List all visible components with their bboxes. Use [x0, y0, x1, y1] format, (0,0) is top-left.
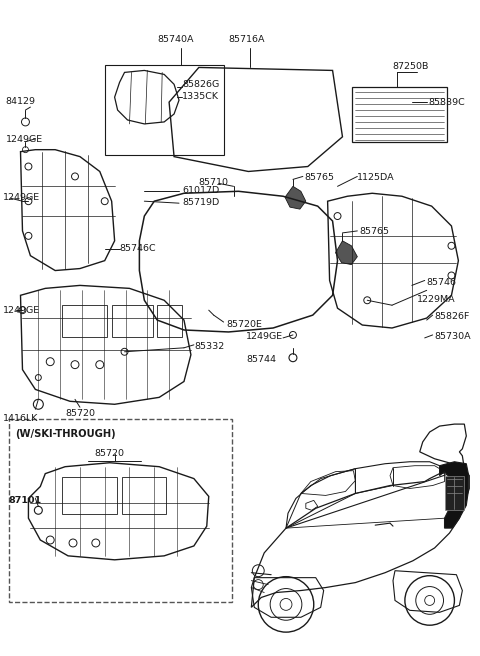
- Text: 1335CK: 1335CK: [182, 92, 219, 101]
- Bar: [121, 477, 166, 514]
- Text: 85746C: 85746C: [120, 244, 156, 253]
- Bar: [157, 305, 182, 337]
- Text: 85332: 85332: [194, 342, 224, 351]
- Text: 85719D: 85719D: [182, 198, 219, 207]
- Text: (W/SKI-THROUGH): (W/SKI-THROUGH): [15, 429, 116, 439]
- Text: 85720E: 85720E: [227, 320, 263, 329]
- Text: 85720: 85720: [95, 449, 125, 458]
- Bar: [105, 66, 224, 155]
- Text: 1249GE: 1249GE: [3, 306, 40, 315]
- Text: 85740A: 85740A: [157, 35, 194, 44]
- Text: 1249GE: 1249GE: [6, 135, 43, 144]
- Bar: [62, 477, 117, 514]
- Text: 87250B: 87250B: [392, 62, 428, 72]
- Text: 1249GE: 1249GE: [246, 332, 284, 341]
- Text: 85826F: 85826F: [434, 312, 470, 321]
- Polygon shape: [336, 241, 357, 264]
- Text: 85839C: 85839C: [429, 98, 466, 107]
- Text: 85826G: 85826G: [182, 80, 219, 89]
- Polygon shape: [440, 462, 468, 528]
- Bar: [62, 305, 107, 337]
- Text: 61017D: 61017D: [182, 186, 219, 195]
- Text: 1229MA: 1229MA: [417, 295, 456, 304]
- Bar: [352, 87, 446, 142]
- Bar: [444, 476, 464, 510]
- Text: 1416LK: 1416LK: [3, 414, 38, 423]
- Text: 85744: 85744: [246, 355, 276, 363]
- Bar: [112, 305, 153, 337]
- Text: 87101: 87101: [9, 497, 42, 505]
- Text: 1249GE: 1249GE: [3, 194, 40, 202]
- Text: 85710: 85710: [199, 178, 229, 188]
- Text: 85746: 85746: [427, 278, 456, 287]
- Text: 85765: 85765: [305, 173, 335, 182]
- Polygon shape: [285, 186, 306, 209]
- Text: 85765: 85765: [360, 227, 389, 236]
- Text: 84129: 84129: [6, 97, 36, 106]
- Text: 1125DA: 1125DA: [357, 173, 395, 182]
- Text: 85720: 85720: [65, 409, 95, 419]
- Text: 85730A: 85730A: [434, 332, 471, 341]
- Text: 85716A: 85716A: [228, 35, 265, 44]
